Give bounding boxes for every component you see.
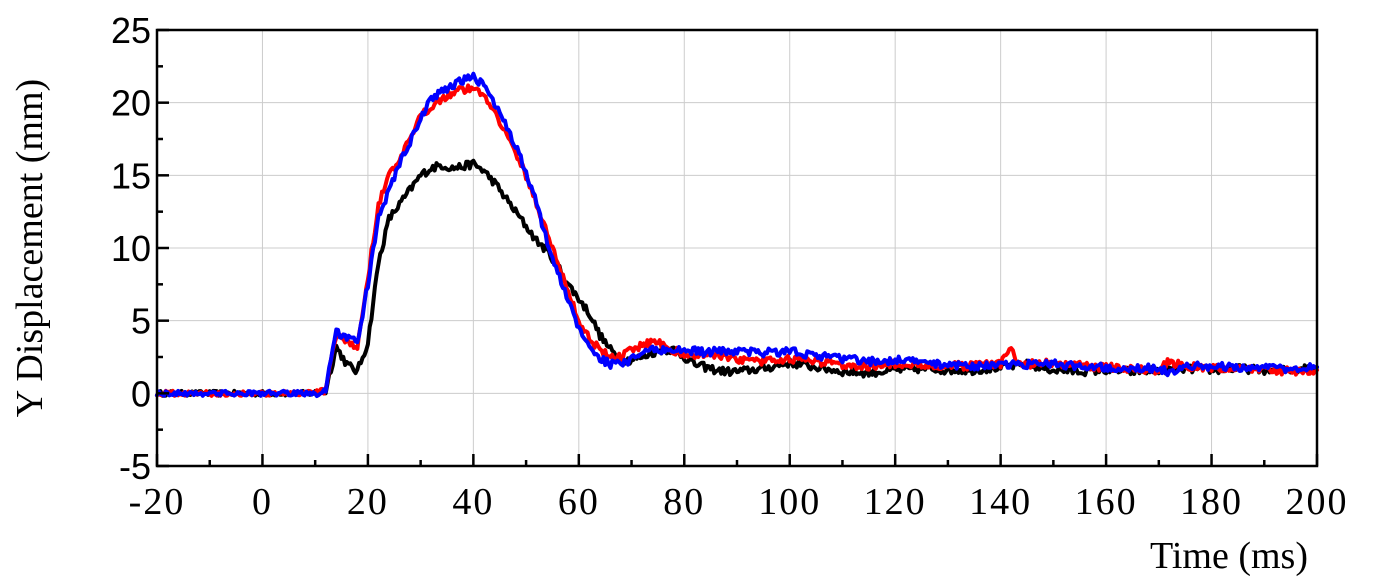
series-line xyxy=(155,83,1319,398)
y-tick-label: 20 xyxy=(111,83,151,124)
axis-ticks xyxy=(155,28,1319,468)
x-tick-label: 100 xyxy=(758,481,821,523)
x-tick-label: 120 xyxy=(864,481,927,523)
x-tick-label: 200 xyxy=(1286,481,1349,523)
x-tick-label: -20 xyxy=(129,481,186,523)
y-tick-label: 5 xyxy=(131,301,151,342)
x-tick-label: 20 xyxy=(347,481,389,523)
series-layer xyxy=(155,71,1319,399)
grid-lines xyxy=(156,29,1318,467)
y-tick-label: 15 xyxy=(111,155,151,196)
x-tick-label: 60 xyxy=(558,481,600,523)
x-tick-label: 160 xyxy=(1075,481,1138,523)
tick-labels: -20 0 20 40 60 80 100 120 140 160 180 200 -5 0 5 10 15 20… xyxy=(111,10,1349,523)
y-axis-label: Y Displacement (mm) xyxy=(9,79,51,417)
x-tick-label: 80 xyxy=(663,481,705,523)
y-tick-label: -5 xyxy=(119,446,151,487)
y-tick-label: 25 xyxy=(111,10,151,51)
x-tick-label: 40 xyxy=(452,481,494,523)
x-tick-label: 0 xyxy=(252,481,273,523)
y-tick-label: 10 xyxy=(111,228,151,269)
x-axis-label: Time (ms) xyxy=(1150,535,1308,577)
series-line xyxy=(155,71,1319,399)
x-tick-label: 140 xyxy=(969,481,1032,523)
y-tick-label: 0 xyxy=(131,373,151,414)
x-tick-label: 180 xyxy=(1180,481,1243,523)
